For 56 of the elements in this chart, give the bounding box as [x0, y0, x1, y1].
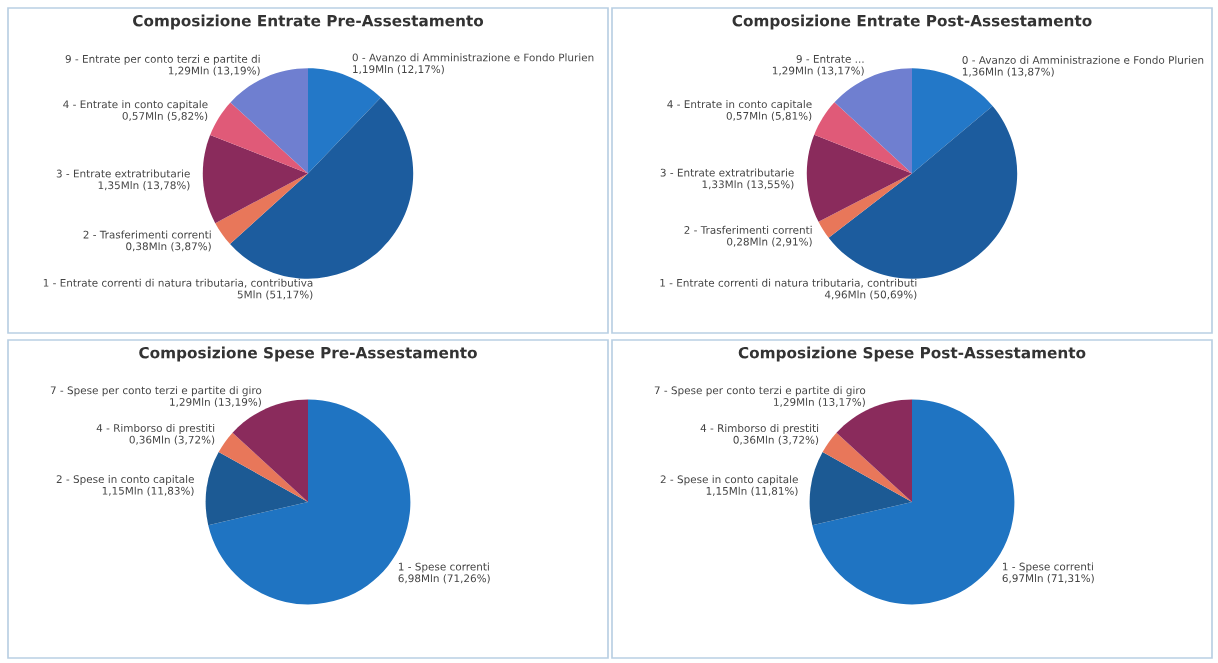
slice-label: 4 - Rimborso di prestiti [700, 423, 819, 435]
data-label: 0,57Mln (5,81%) [726, 111, 812, 121]
pie-slice [822, 432, 912, 502]
slice-label: 1 - Spese correnti [398, 562, 489, 573]
data-label: 0,36Mln (3,72%) [129, 435, 215, 445]
pie-slice [818, 173, 912, 238]
data-label: 1,29Mln (13,19%) [170, 397, 261, 408]
data-label: 5Mln (51,17%) [237, 290, 313, 300]
data-label: 1,36Mln (13,87%) [962, 67, 1054, 77]
pie-slice [806, 134, 912, 222]
slice-label: 2 - Spese in conto capitale [56, 474, 194, 486]
data-label: 1,33Mln (13,55%) [702, 180, 794, 190]
chart-title: Composizione Entrate Pre-Assestamento [133, 14, 484, 30]
chart-title: Composizione Entrate Post-Assestamento [732, 14, 1092, 30]
pie-slice [210, 102, 308, 174]
chart-title: Composizione Spese Post-Assestamento [738, 346, 1086, 362]
data-label: 6,98Mln (71,26%) [398, 574, 490, 584]
slice-label: 4 - Entrate in conto capitale [63, 100, 208, 111]
data-label: 0,57Mln (5,82%) [122, 111, 208, 122]
data-label: 6,97Mln (71,31%) [1002, 574, 1094, 584]
data-label: 1,29Mln (13,17%) [774, 397, 865, 408]
pie-slice [202, 134, 308, 224]
pie-slice [814, 102, 912, 174]
slice-label: 3 - Entrate extratributarie [56, 169, 190, 178]
slice-label: 7 - Spese per conto terzi e partite di giro [50, 386, 262, 397]
data-label: 4,96Mln (50,69%) [824, 290, 917, 300]
slice-label: 2 - Spese in conto capitale [660, 475, 798, 486]
data-label: 0,38Mln (3,87%) [126, 242, 211, 252]
slice-label: 1 - Entrate correnti di natura tributaria, contributiva [43, 278, 313, 288]
slice-label: 1 - Entrate correnti di natura tributaria, contributi [660, 278, 917, 288]
slice-label: 4 - Entrate in conto capitale [667, 100, 812, 111]
slice-label: 2 - Trasferimenti correnti [684, 225, 812, 234]
slice-label: 4 - Rimborso di prestiti [96, 423, 215, 434]
chart-title: Composizione Spese Pre-Assestamento [139, 346, 477, 362]
pie-slice [205, 451, 308, 526]
data-label: 0,36Mln (3,72%) [733, 435, 819, 445]
slice-label: 7 - Spese per conto terzi e partite di giro [654, 386, 866, 397]
slice-label: 1 - Spese correnti [1003, 562, 1093, 573]
slice-label: 9 - Entrate ... [796, 54, 864, 63]
slice-label: 2 - Trasferimenti correnti [83, 230, 211, 239]
data-label: 0,28Mln (2,91%) [727, 237, 812, 247]
pie-slice [230, 97, 414, 279]
data-label: 1,29Mln (13,17%) [772, 66, 864, 76]
pie-slice [828, 105, 1018, 279]
slice-label: 0 - Avanzo di Amministrazione e Fondo Plurien [352, 53, 594, 62]
pie-slice [215, 173, 308, 245]
slice-label: 9 - Entrate per conto terzi e partite di [65, 54, 260, 65]
slice-label: 0 - Avanzo di Amministrazione e Fondo Plurien [962, 55, 1204, 64]
data-label: 1,35Mln (13,78%) [98, 181, 190, 191]
data-label: 1,15Mln (11,81%) [706, 486, 798, 497]
data-label: 1,19Mln (12,17%) [353, 64, 444, 75]
slice-label: 3 - Entrate extratributarie [660, 168, 794, 177]
pie-slice [218, 432, 308, 502]
data-label: 1,15Mln (11,83%) [102, 486, 194, 496]
data-label: 1,29Mln (13,19%) [168, 66, 260, 76]
pie-slice [809, 452, 912, 526]
